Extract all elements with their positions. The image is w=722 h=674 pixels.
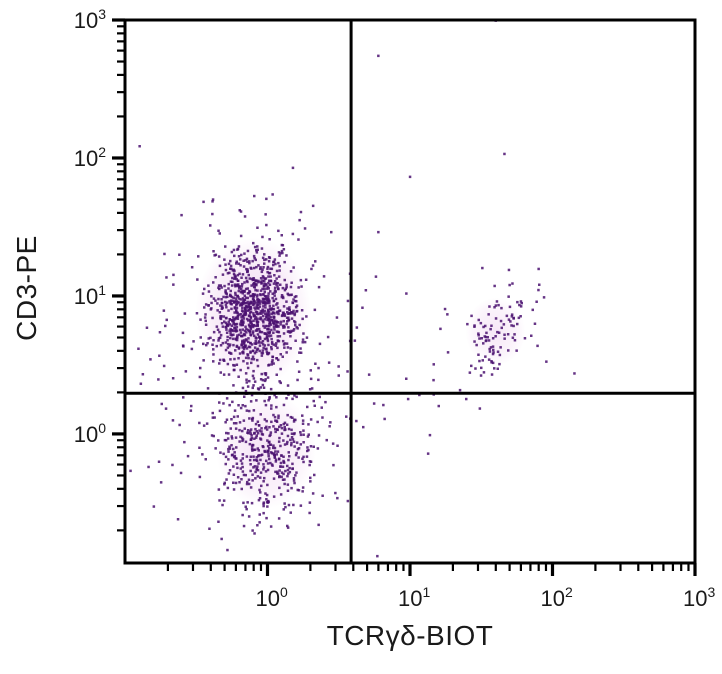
x-axis-title: TCRγδ-BIOT (326, 620, 494, 651)
axis-tick-labels: 100 101 102 103 100 101 102 103 (74, 6, 716, 611)
quadrant-gates (125, 20, 695, 563)
y-tick-label-2: 102 (74, 144, 106, 171)
y-axis-title: CD3-PE (11, 235, 42, 341)
x-tick-label-3: 103 (683, 584, 715, 611)
scatter-dots (129, 20, 576, 558)
y-tick-label-3: 103 (74, 6, 106, 33)
y-tick-label-1: 101 (74, 282, 106, 309)
x-tick-label-1: 101 (398, 584, 430, 611)
x-tick-label-2: 102 (541, 584, 573, 611)
y-tick-label-0: 100 (74, 420, 106, 447)
axis-ticks (112, 18, 697, 576)
density-haze (195, 237, 526, 509)
x-tick-label-0: 100 (256, 584, 288, 611)
